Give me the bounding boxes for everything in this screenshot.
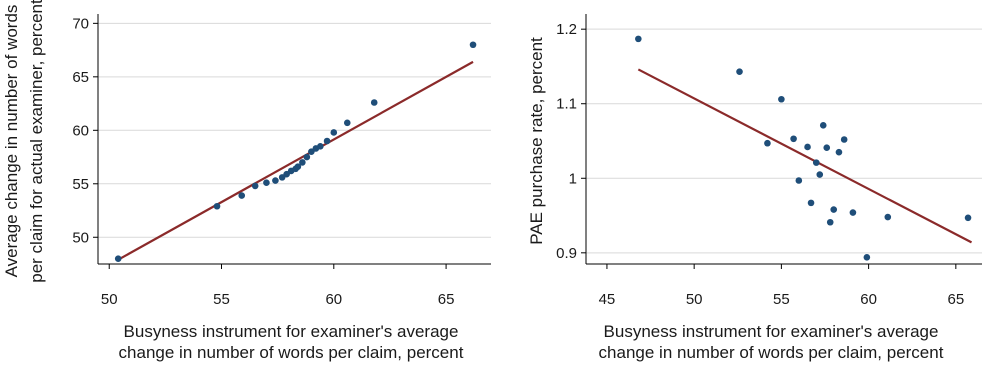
- data-point: [826, 218, 834, 226]
- x-tick-label: 50: [101, 291, 118, 308]
- y-tick-label: 1: [569, 170, 577, 187]
- fit-line: [117, 60, 474, 261]
- data-point: [823, 144, 831, 152]
- data-point: [238, 192, 246, 199]
- data-point: [964, 214, 972, 222]
- y-tick-label: 60: [72, 122, 89, 139]
- data-point: [213, 202, 221, 210]
- data-point: [795, 177, 803, 184]
- data-point: [299, 159, 306, 166]
- data-point: [812, 159, 820, 166]
- y-tick-label: 1.2: [556, 21, 577, 38]
- data-point: [303, 153, 311, 161]
- y-tick-label: 55: [72, 176, 89, 193]
- data-point: [830, 206, 838, 213]
- data-point: [635, 35, 642, 43]
- x-tick-label: 65: [947, 291, 964, 308]
- data-point: [469, 41, 477, 49]
- data-point: [764, 139, 771, 147]
- y-tick-label: 50: [72, 229, 89, 246]
- data-point: [863, 253, 871, 261]
- x-axis-title: Busyness instrument for examiner's avera…: [124, 322, 459, 341]
- x-tick-label: 65: [438, 291, 455, 308]
- x-tick-label: 55: [773, 291, 790, 308]
- x-tick-label: 60: [325, 291, 342, 308]
- y-axis-title: PAE purchase rate, percent: [527, 37, 546, 245]
- y-tick-label: 65: [72, 69, 89, 86]
- x-axis-title: change in number of words per claim, per…: [119, 343, 464, 362]
- data-point: [819, 122, 827, 129]
- data-point: [884, 213, 892, 221]
- data-point: [323, 137, 331, 145]
- fit-line: [637, 68, 973, 244]
- data-point: [736, 68, 743, 75]
- data-point: [251, 182, 259, 190]
- data-point: [816, 171, 824, 178]
- x-axis-title: change in number of words per claim, per…: [599, 343, 944, 362]
- x-tick-label: 45: [599, 291, 616, 308]
- data-point: [778, 95, 785, 103]
- data-point: [330, 129, 338, 136]
- x-tick-label: 60: [860, 291, 877, 308]
- y-axis-title: per claim for actual examiner, percent: [27, 0, 46, 283]
- data-point: [263, 179, 270, 187]
- chart-panel-1: 50 55 60 65 70 50 55 60 65 Busyness instrument fo…: [2, 0, 491, 362]
- data-point: [807, 199, 815, 207]
- data-point: [272, 177, 279, 184]
- data-point: [849, 209, 857, 216]
- data-point: [370, 99, 378, 106]
- x-axis-title: Busyness instrument for examiner's avera…: [604, 322, 939, 341]
- data-point: [317, 143, 324, 150]
- data-point: [114, 255, 122, 262]
- y-tick-label: 0.9: [556, 245, 577, 262]
- y-tick-label: 1.1: [556, 96, 577, 113]
- chart-panel-2: 0.9 1 1.1 1.2 45 50 55 60 65 Busyness instrument …: [527, 14, 982, 362]
- data-point: [790, 135, 797, 143]
- data-point: [343, 119, 351, 127]
- data-point: [840, 136, 848, 143]
- data-point: [294, 163, 302, 170]
- y-axis-title: Average change in number of words: [2, 5, 21, 278]
- y-tick-label: 70: [72, 15, 89, 32]
- data-point: [835, 148, 843, 156]
- data-point: [804, 143, 811, 151]
- x-tick-label: 55: [213, 291, 230, 308]
- x-tick-label: 50: [686, 291, 703, 308]
